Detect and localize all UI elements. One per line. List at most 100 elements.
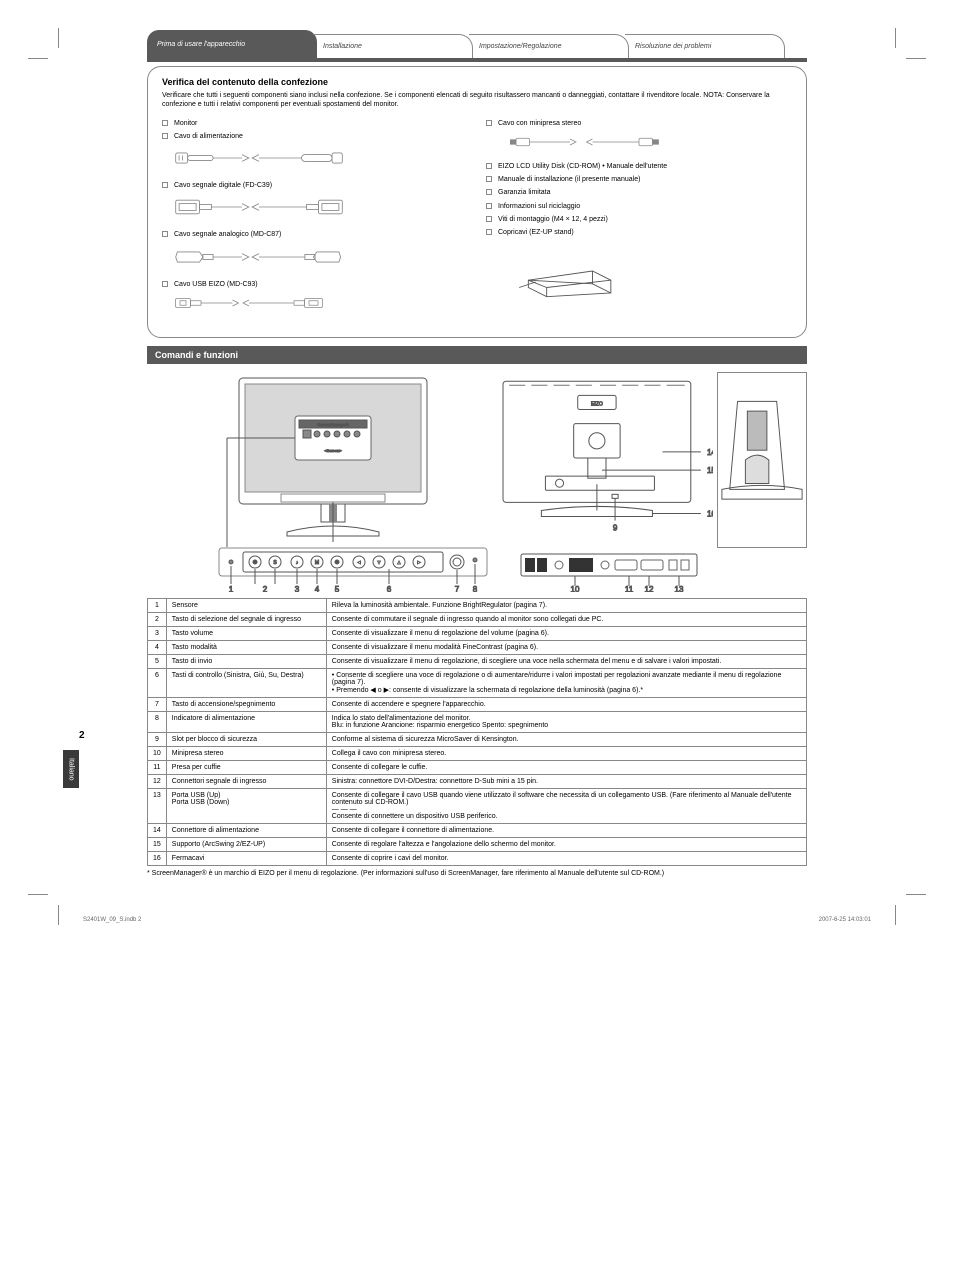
svg-text:M: M	[315, 560, 319, 566]
row-desc: Consente di visualizzare il menu di rego…	[326, 626, 806, 640]
svg-text:▾: ▾	[377, 560, 380, 566]
svg-text:6: 6	[387, 585, 392, 592]
row-desc: Consente di visualizzare il menu modalit…	[326, 640, 806, 654]
row-desc: Consente di regolare l'altezza e l'angol…	[326, 837, 806, 851]
row-desc: Collega il cavo con minipresa stereo.	[326, 746, 806, 760]
row-desc: • Consente di scegliere una voce di rego…	[326, 668, 806, 697]
table-row: 8Indicatore di alimentazioneIndica lo st…	[148, 711, 807, 732]
row-number: 2	[148, 612, 167, 626]
svg-text:<Screen>: <Screen>	[324, 448, 342, 453]
row-number: 3	[148, 626, 167, 640]
language-tab: Italiano	[63, 750, 79, 788]
svg-text:9: 9	[613, 523, 618, 532]
pkg-item-screws: Viti di montaggio (M4 × 12, 4 pezzi)	[498, 215, 608, 224]
footer-file: S2401W_09_S.indb 2	[83, 917, 141, 923]
svg-text:◂: ◂	[357, 560, 360, 566]
table-row: 12Connettori segnale di ingressoSinistra…	[148, 774, 807, 788]
row-number: 8	[148, 711, 167, 732]
row-desc: Sinistra: connettore DVI-D/Destra: conne…	[326, 774, 806, 788]
pkg-item-cdrom: EIZO LCD Utility Disk (CD-ROM) • Manuale…	[498, 162, 667, 171]
package-col-left: Monitor Cavo di alimentazione	[162, 119, 468, 322]
row-desc: Consente di collegare il connettore di a…	[326, 823, 806, 837]
row-name: Tasto modalità	[166, 640, 326, 654]
package-note: Verificare che tutti i seguenti componen…	[162, 91, 792, 109]
row-name: Tasto di selezione del segnale di ingres…	[166, 612, 326, 626]
row-number: 1	[148, 598, 167, 612]
svg-text:10: 10	[571, 585, 580, 592]
row-number: 6	[148, 668, 167, 697]
svg-text:8: 8	[473, 585, 478, 592]
row-name: Fermacavi	[166, 851, 326, 865]
table-row: 1SensoreRileva la luminosità ambientale.…	[148, 598, 807, 612]
table-row: 6Tasti di controllo (Sinistra, Giù, Su, …	[148, 668, 807, 697]
diagram-back: EIZO 9	[501, 372, 713, 548]
svg-text:4: 4	[315, 585, 320, 592]
row-number: 11	[148, 760, 167, 774]
controls-table: 1SensoreRileva la luminosità ambientale.…	[147, 598, 807, 866]
table-row: 10Minipresa stereoCollega il cavo con mi…	[148, 746, 807, 760]
section-controls-title: Comandi e funzioni	[147, 346, 807, 364]
svg-text:7: 7	[455, 585, 460, 592]
row-number: 14	[148, 823, 167, 837]
table-row: 15Supporto (ArcSwing 2/EZ-UP)Consente di…	[148, 837, 807, 851]
svg-text:▸: ▸	[417, 560, 420, 566]
row-name: Sensore	[166, 598, 326, 612]
svg-text:▴: ▴	[397, 560, 400, 566]
svg-text:ScreenManager®: ScreenManager®	[317, 422, 348, 427]
table-row: 4Tasto modalitàConsente di visualizzare …	[148, 640, 807, 654]
pkg-item-monitor: Monitor	[174, 119, 197, 128]
row-name: Connettori segnale di ingresso	[166, 774, 326, 788]
svg-text:16: 16	[707, 509, 713, 518]
row-name: Tasto volume	[166, 626, 326, 640]
page-footer: S2401W_09_S.indb 2 2007-6-25 14:03:01	[77, 917, 877, 923]
pkg-item-stereo: Cavo con minipresa stereo	[498, 119, 581, 128]
row-desc: Consente di coprire i cavi del monitor.	[326, 851, 806, 865]
row-name: Tasto di invio	[166, 654, 326, 668]
row-desc: Consente di collegare il cavo USB quando…	[326, 788, 806, 823]
row-name: Tasti di controllo (Sinistra, Giù, Su, D…	[166, 668, 326, 697]
row-number: 4	[148, 640, 167, 654]
pkg-item-usb: Cavo USB EIZO (MD-C93)	[174, 280, 258, 289]
pkg-item-warranty: Garanzia limitata	[498, 188, 551, 197]
table-row: 2Tasto di selezione del segnale di ingre…	[148, 612, 807, 626]
table-row: 16FermacaviConsente di coprire i cavi de…	[148, 851, 807, 865]
pkg-item-power: Cavo di alimentazione	[174, 132, 243, 141]
diagram-connector-strip: 10 11 12 13	[519, 552, 699, 592]
illus-usb-cable	[174, 293, 324, 313]
svg-text:5: 5	[335, 585, 340, 592]
svg-text:2: 2	[263, 585, 268, 592]
page: 2 Italiano Prima di usare l'apparecchio …	[147, 30, 807, 877]
row-name: Porta USB (Up) Porta USB (Down)	[166, 788, 326, 823]
svg-text:13: 13	[675, 585, 684, 592]
tab-settings: Impostazione/Regolazione	[469, 34, 629, 58]
tab-installation: Installazione	[313, 34, 473, 58]
table-row: 9Slot per blocco di sicurezzaConforme al…	[148, 732, 807, 746]
row-name: Presa per cuffie	[166, 760, 326, 774]
pkg-item-holder: Copricavi (EZ-UP stand)	[498, 228, 574, 237]
footer-timestamp: 2007-6-25 14:03:01	[819, 917, 871, 923]
row-number: 12	[148, 774, 167, 788]
table-row: 7Tasto di accensione/spegnimentoConsente…	[148, 697, 807, 711]
tab-row: Prima di usare l'apparecchio Installazio…	[147, 30, 807, 58]
table-row: 3Tasto volumeConsente di visualizzare il…	[148, 626, 807, 640]
illus-cable-holder	[510, 241, 620, 301]
svg-text:3: 3	[295, 585, 300, 592]
row-desc: Indica lo stato dell'alimentazione del m…	[326, 711, 806, 732]
table-row: 13Porta USB (Up) Porta USB (Down)Consent…	[148, 788, 807, 823]
table-row: 11Presa per cuffieConsente di collegare …	[148, 760, 807, 774]
row-number: 5	[148, 654, 167, 668]
pkg-item-vga: Cavo segnale analogico (MD-C87)	[174, 230, 281, 239]
row-name: Slot per blocco di sicurezza	[166, 732, 326, 746]
row-name: Indicatore di alimentazione	[166, 711, 326, 732]
package-col-right: Cavo con minipresa stereo EIZO LCD Utili…	[486, 119, 792, 322]
row-number: 10	[148, 746, 167, 760]
illus-dvi-cable	[174, 194, 344, 220]
row-name: Supporto (ArcSwing 2/EZ-UP)	[166, 837, 326, 851]
tab-before-use: Prima di usare l'apparecchio	[147, 30, 317, 58]
row-desc: Conforme al sistema di sicurezza MicroSa…	[326, 732, 806, 746]
svg-text:EIZO: EIZO	[591, 401, 603, 407]
diagram-stand-detail	[717, 372, 807, 548]
row-desc: Consente di collegare le cuffie.	[326, 760, 806, 774]
row-name: Tasto di accensione/spegnimento	[166, 697, 326, 711]
row-desc: Consente di accendere e spegnere l'appar…	[326, 697, 806, 711]
